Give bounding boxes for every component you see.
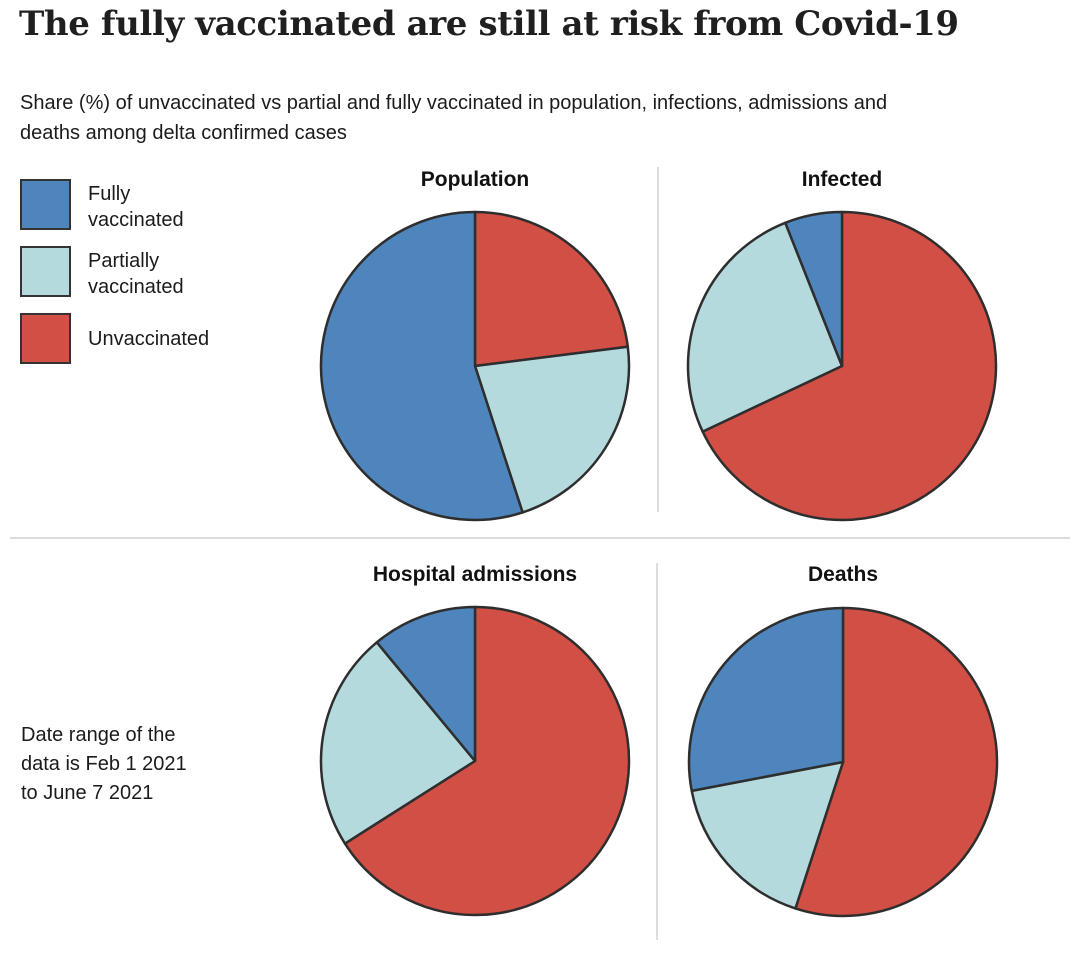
chart-title: The fully vaccinated are still at risk f… [19,4,959,44]
legend-label-fully-vaccinated: Fully vaccinated [88,183,184,231]
pie-title-infected: Infected [801,168,883,191]
pie-chart-hospital-admissions [319,605,631,917]
legend-swatch-fully-vaccinated [20,179,71,230]
pie-infected-slice-unvaccinated [701,210,998,522]
pie-population-slice-fully [319,210,524,522]
pie-infected-slice-fully [784,210,844,368]
pie-deaths-slice-unvaccinated [794,606,999,918]
legend-item-unvaccinated: Unvaccinated [20,312,209,365]
pie-infected-slice-partially [686,221,844,433]
chart-subtitle: Share (%) of unvaccinated vs partial and… [20,92,888,144]
divider-horizontal [10,537,1070,539]
pie-deaths-slice-partially [690,760,845,910]
pie-hospital-admissions-slice-partially [319,641,477,845]
pie-hospital-admissions-slice-fully [375,605,477,763]
legend-item-partially-vaccinated: Partially vaccinated [20,246,184,300]
pie-population-slice-unvaccinated [473,210,630,368]
pie-hospital-admissions-slice-unvaccinated [343,605,631,917]
pie-chart-infected [686,210,998,522]
pie-population-slice-partially [473,345,631,514]
legend-swatch-unvaccinated [20,313,71,364]
legend-item-fully-vaccinated: Fully vaccinated [20,179,184,233]
legend-swatch-partially-vaccinated [20,246,71,297]
pie-chart-population [319,210,631,522]
pie-deaths-slice-fully [687,606,845,793]
pie-chart-deaths [687,606,999,918]
divider-vertical-top [657,167,659,512]
date-range-note: Date range of the data is Feb 1 2021 to … [21,724,187,804]
legend-label-partially-vaccinated: Partially vaccinated [88,250,184,298]
pie-title-population: Population [420,168,530,191]
divider-vertical-bottom [656,563,658,940]
pie-title-deaths: Deaths [807,563,879,586]
pie-title-hospital-admissions: Hospital admissions [372,563,578,586]
legend-label-unvaccinated: Unvaccinated [88,327,210,350]
